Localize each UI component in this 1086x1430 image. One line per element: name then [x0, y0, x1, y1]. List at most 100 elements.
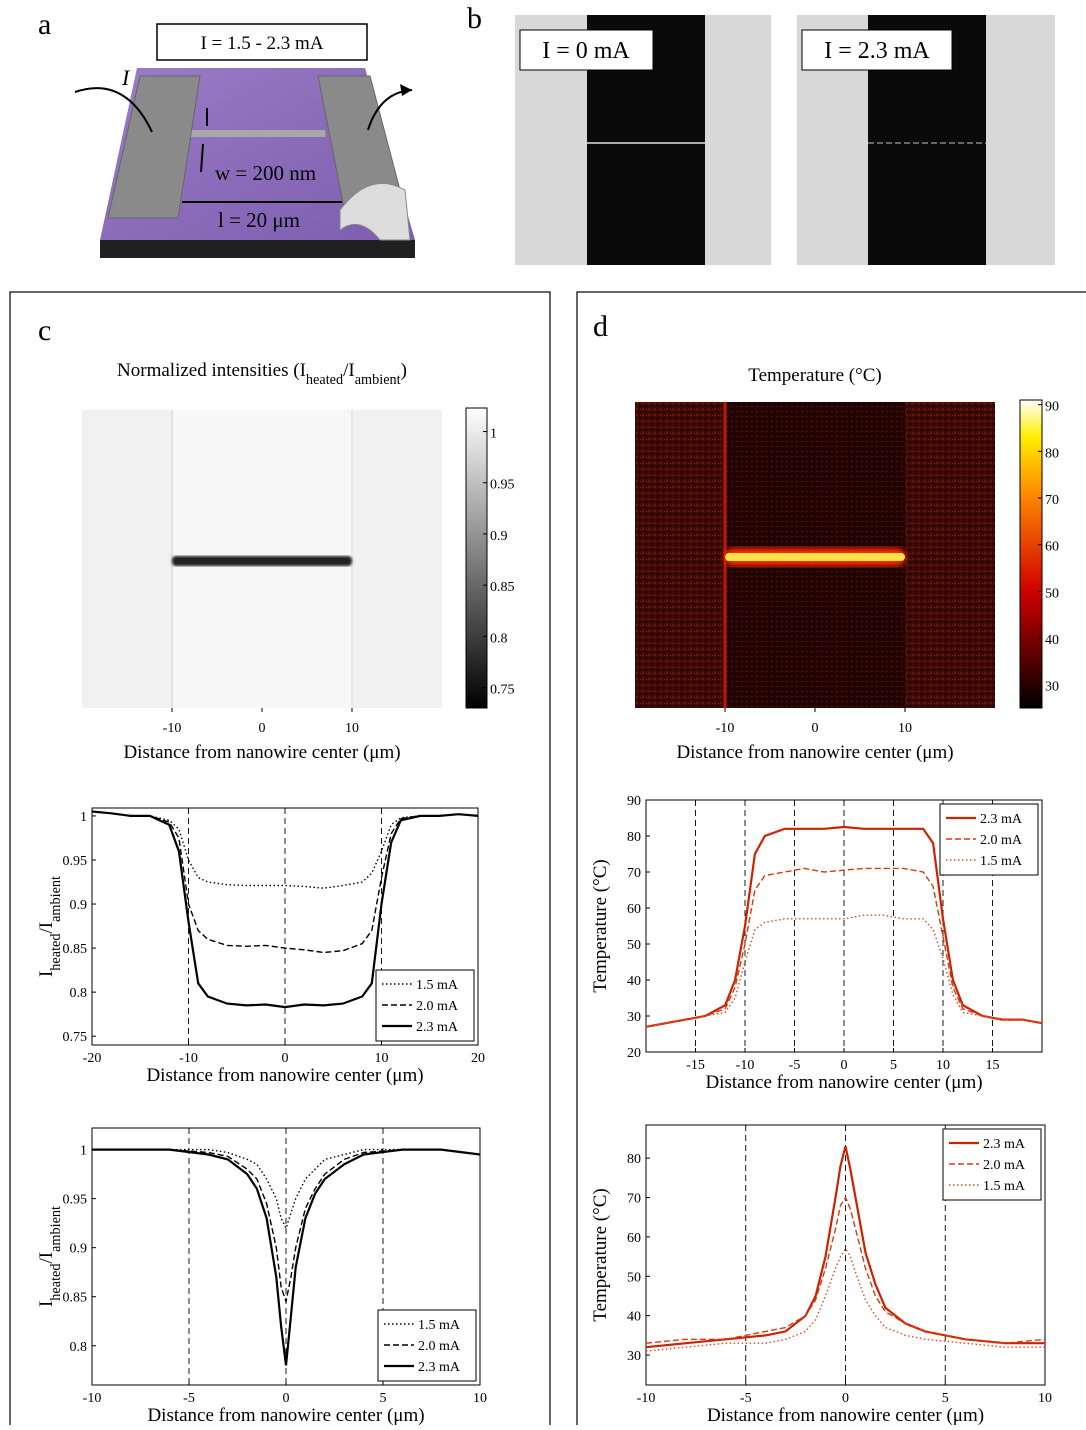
panel-label: d — [593, 310, 608, 343]
micrograph: I = 2.3 mA — [797, 15, 1055, 265]
x-tick-label: 5 — [942, 1391, 949, 1406]
data-line — [91, 810, 479, 1009]
x-tick-label: -5 — [183, 1391, 195, 1406]
y-tick-label: 30 — [627, 1010, 641, 1025]
data-line — [91, 810, 479, 954]
y-tick-label: 0.85 — [63, 1291, 88, 1306]
length-label: l = 20 μm — [218, 208, 300, 232]
x-tick-label: 20 — [471, 1051, 485, 1066]
y-tick-label: 0.75 — [63, 1030, 88, 1045]
data-line — [92, 1148, 481, 1305]
colorbar-tick-label: 50 — [1045, 586, 1059, 601]
colorbar-tick-label: 30 — [1045, 680, 1059, 695]
x-tick-label: -10 — [736, 1058, 755, 1073]
y-tick-label: 70 — [627, 1191, 641, 1206]
x-tick-label: -15 — [686, 1058, 705, 1073]
panel-label: a — [38, 8, 51, 41]
x-tick-label: 15 — [986, 1058, 1000, 1073]
colorbar-tick-label: 90 — [1045, 400, 1059, 415]
data-line — [645, 1146, 1045, 1349]
y-tick-label: 60 — [627, 902, 641, 917]
colorbar-tick-label: 1 — [490, 427, 497, 442]
x-tick-label: -5 — [789, 1058, 801, 1073]
x-axis-label: Distance from nanowire center (μm) — [146, 1065, 423, 1086]
colorbar-tick-label: 80 — [1045, 446, 1059, 461]
y-tick-label: 40 — [627, 974, 641, 989]
y-axis-label-part: I — [36, 971, 57, 977]
chart-title-part: ) — [401, 360, 407, 381]
x-tick-label: 10 — [936, 1058, 950, 1073]
y-tick-label: 80 — [627, 1152, 641, 1167]
y-axis-label-part: ambient — [48, 1206, 64, 1252]
x-tick-label: 0 — [259, 721, 266, 736]
panel-frame — [576, 291, 1086, 1430]
y-tick-label: 0.85 — [63, 942, 88, 957]
data-line — [92, 1148, 481, 1366]
image-caption: I = 2.3 mA — [824, 38, 930, 64]
chart-title-part: Temperature (°C) — [748, 365, 881, 386]
legend-label: 2.0 mA — [980, 833, 1023, 848]
pad — [107, 75, 201, 219]
x-tick-label: 0 — [283, 1391, 290, 1406]
y-tick-label: 90 — [627, 794, 641, 809]
legend-label: 2.3 mA — [980, 812, 1023, 827]
colorbar-tick-label: 0.75 — [490, 683, 515, 698]
heatmap-wire — [725, 553, 905, 561]
image-caption: I = 0 mA — [542, 38, 630, 64]
chart-title-part: heated — [306, 372, 343, 388]
nanowire — [191, 130, 326, 137]
chart-title: Normalized intensities (Iheated/Iambient… — [117, 360, 407, 388]
legend-label: 1.5 mA — [418, 1318, 461, 1333]
colorbar-tick-label: 70 — [1045, 493, 1059, 508]
colorbar-tick-label: 0.95 — [490, 478, 515, 493]
x-tick-label: -10 — [637, 1391, 656, 1406]
y-axis-label-part: heated — [48, 1264, 64, 1301]
legend — [377, 1309, 477, 1382]
label-box — [156, 23, 368, 61]
substrate-edge — [100, 240, 415, 258]
x-tick-label: -10 — [179, 1051, 198, 1066]
width-label: w = 200 nm — [215, 161, 316, 185]
y-axis-label-part: /I — [36, 1252, 57, 1264]
y-tick-label: 0.8 — [70, 1340, 88, 1355]
colorbar-tick-label: 0.85 — [490, 580, 515, 595]
chart-title: Temperature (°C) — [748, 365, 881, 386]
y-axis-label-part: /I — [36, 922, 57, 934]
y-tick-label: 1 — [80, 810, 87, 825]
x-tick-label: 0 — [282, 1051, 289, 1066]
chart-title-part: ambient — [355, 372, 401, 388]
y-axis-label: Temperature (°C) — [590, 859, 611, 992]
chart-title-part: /I — [343, 360, 355, 381]
y-tick-label: 40 — [627, 1310, 641, 1325]
y-tick-label: 70 — [627, 866, 641, 881]
panel-label: b — [467, 2, 482, 35]
current-range: I = 1.5 - 2.3 mA — [200, 33, 323, 54]
y-axis-label: Iheated/Iambient — [36, 876, 64, 977]
legend-label: 1.5 mA — [983, 1179, 1026, 1194]
arrow — [74, 87, 153, 133]
y-tick-label: 0.9 — [70, 898, 88, 913]
legend-label: 2.0 mA — [983, 1158, 1026, 1173]
x-tick-label: -5 — [740, 1391, 752, 1406]
y-axis-label-part: ambient — [48, 876, 64, 922]
arrowhead — [400, 84, 412, 96]
y-axis-label-part: Temperature (°C) — [590, 859, 611, 992]
x-tick-label: -10 — [716, 721, 735, 736]
chart-title-part: Normalized intensities (I — [117, 360, 306, 381]
data-line — [645, 1195, 1046, 1344]
legend-label: 2.3 mA — [983, 1137, 1026, 1152]
y-tick-label: 50 — [627, 938, 641, 953]
colorbar-tick-label: 0.9 — [490, 529, 508, 544]
y-axis-label-part: heated — [48, 934, 64, 971]
y-tick-label: 20 — [627, 1046, 641, 1061]
y-tick-label: 1 — [80, 1144, 87, 1159]
data-line — [645, 867, 1043, 1028]
panel-label: c — [38, 314, 51, 347]
legend-label: 1.5 mA — [980, 854, 1023, 869]
legend-label: 2.0 mA — [418, 1339, 461, 1354]
x-tick-label: -10 — [83, 1391, 102, 1406]
y-axis-label: Iheated/Iambient — [36, 1206, 64, 1307]
colorbar-tick-label: 0.8 — [490, 631, 508, 646]
x-tick-label: 5 — [890, 1058, 897, 1073]
